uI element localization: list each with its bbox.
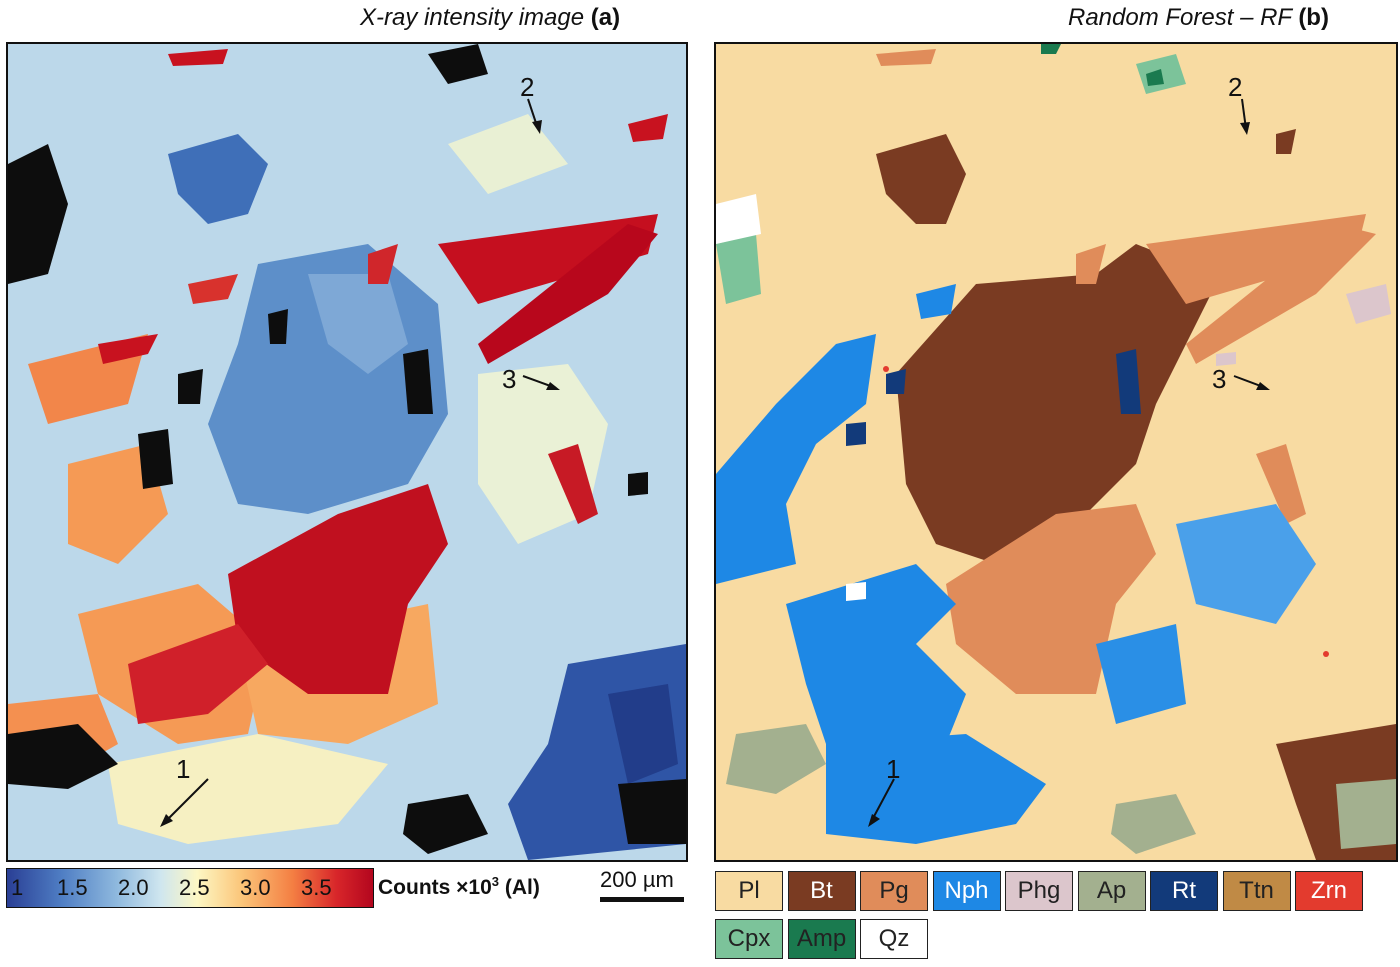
annotation-3: 3 bbox=[1212, 364, 1227, 394]
intensity-colorbar: 1 1.5 2.0 2.5 3.0 3.5 bbox=[6, 868, 374, 908]
legend-item-ap: Ap bbox=[1077, 871, 1146, 911]
annotation-1: 1 bbox=[176, 754, 191, 784]
colorbar-label-unit: (Al) bbox=[499, 876, 540, 899]
xray-map-graphic bbox=[8, 44, 686, 860]
colorbar-tick: 3.5 bbox=[301, 875, 332, 900]
colorbar-label-main: Counts ×10 bbox=[378, 876, 492, 899]
legend-item-pl: Pl bbox=[715, 871, 783, 911]
annotation-2: 2 bbox=[1228, 72, 1243, 102]
legend-item-amp: Amp bbox=[787, 919, 856, 959]
colorbar-label: Counts ×103 (Al) bbox=[378, 874, 540, 900]
annotation-1: 1 bbox=[886, 754, 901, 784]
annotation-2: 2 bbox=[520, 72, 535, 102]
rf-map-graphic bbox=[716, 44, 1396, 860]
colorbar-tick: 2.0 bbox=[118, 875, 149, 900]
legend-item-qz: Qz bbox=[860, 919, 928, 959]
legend-item-bt: Bt bbox=[787, 871, 856, 911]
panel-b-letter: (b) bbox=[1298, 4, 1329, 31]
scale-bar-label: 200 µm bbox=[600, 867, 674, 892]
panel-a-letter: (a) bbox=[590, 4, 621, 31]
panel-b-title-text: Random Forest – RF bbox=[1068, 4, 1292, 31]
legend-item-nph: Nph bbox=[932, 871, 1001, 911]
legend-item-zrn: Zrn bbox=[1295, 871, 1363, 911]
legend-item-pg: Pg bbox=[860, 871, 928, 911]
annotation-3: 3 bbox=[502, 364, 517, 394]
colorbar-tick: 2.5 bbox=[179, 875, 210, 900]
colorbar-tick: 1 bbox=[11, 875, 24, 900]
colorbar-tick: 3.0 bbox=[240, 875, 271, 900]
legend-item-phg: Phg bbox=[1005, 871, 1073, 911]
scale-bar bbox=[600, 897, 684, 902]
panel-a-title-text: X-ray intensity image bbox=[360, 4, 585, 31]
panel-a-title: X-ray intensity image (a) bbox=[360, 4, 620, 32]
xray-intensity-map: 1 2 3 bbox=[6, 42, 688, 862]
legend-item-rt: Rt bbox=[1150, 871, 1218, 911]
legend-item-ttn: Ttn bbox=[1222, 871, 1291, 911]
panel-b-title: Random Forest – RF (b) bbox=[1068, 4, 1329, 32]
colorbar-tick: 1.5 bbox=[57, 875, 88, 900]
random-forest-map: 1 2 3 bbox=[714, 42, 1398, 862]
colorbar-label-exponent: 3 bbox=[491, 874, 500, 889]
legend-item-cpx: Cpx bbox=[715, 919, 783, 959]
